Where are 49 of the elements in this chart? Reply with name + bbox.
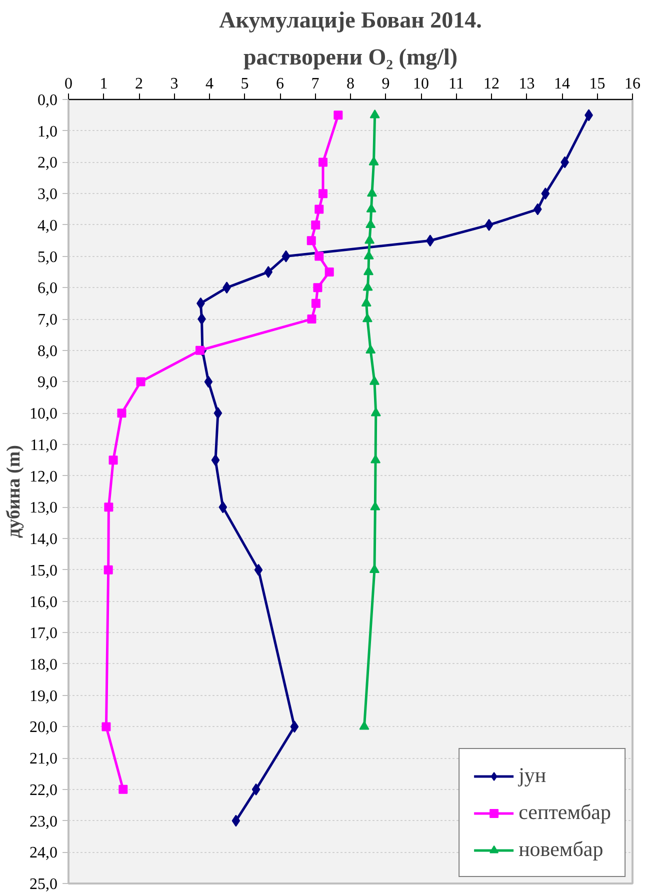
y-tick-label: 18,0 bbox=[30, 656, 58, 674]
x-tick-label: 11 bbox=[448, 76, 464, 92]
y-tick-label: 2,0 bbox=[38, 154, 58, 172]
x-tick-label: 0 bbox=[64, 76, 72, 92]
x-tick-label: 10 bbox=[413, 76, 429, 92]
y-tick-label: 19,0 bbox=[30, 688, 58, 705]
legend-label: јун bbox=[518, 763, 546, 788]
y-tick-label: 5,0 bbox=[38, 248, 58, 266]
x-tick-label: 15 bbox=[589, 76, 606, 92]
legend-label: септембар bbox=[518, 800, 611, 825]
y-tick-label: 17,0 bbox=[30, 625, 58, 642]
y-tick-label: 20,0 bbox=[30, 719, 58, 736]
y-tick-label: 0,0 bbox=[38, 92, 58, 109]
y-tick-label: 6,0 bbox=[38, 280, 58, 298]
x-tick-label: 8 bbox=[346, 76, 354, 92]
y-tick-label: 4,0 bbox=[38, 217, 58, 234]
x-tick-label: 3 bbox=[170, 76, 178, 92]
y-tick-label: 15,0 bbox=[30, 562, 58, 580]
y-tick-label: 3,0 bbox=[38, 186, 58, 204]
x-tick-label: 12 bbox=[484, 76, 500, 92]
x-tick-label: 7 bbox=[311, 76, 320, 92]
y-tick-label: 14,0 bbox=[30, 531, 58, 548]
y-tick-label: 13,0 bbox=[30, 500, 58, 517]
x-tick-label: 1 bbox=[100, 76, 108, 92]
y-tick-label: 12,0 bbox=[30, 468, 58, 486]
y-tick-label: 1,0 bbox=[38, 123, 58, 140]
legend-label: новембар bbox=[518, 837, 604, 862]
y-tick-label: 7,0 bbox=[38, 312, 58, 329]
y-tick-label: 11,0 bbox=[30, 436, 58, 454]
chart-subtitle: растворени O₂ (mg/l) bbox=[243, 44, 458, 70]
y-tick-label: 25,0 bbox=[30, 876, 58, 893]
y-tick-label: 23,0 bbox=[30, 813, 58, 830]
x-tick-label: 14 bbox=[554, 76, 570, 92]
y-tick-label: 21,0 bbox=[30, 750, 58, 768]
y-tick-label: 22,0 bbox=[30, 782, 58, 799]
x-tick-label: 5 bbox=[240, 76, 249, 92]
x-tick-label: 6 bbox=[276, 76, 284, 92]
y-tick-label: 8,0 bbox=[38, 342, 58, 360]
y-tick-label: 16,0 bbox=[30, 594, 58, 611]
y-tick-label: 24,0 bbox=[30, 844, 58, 862]
x-tick-label: 4 bbox=[206, 76, 214, 92]
chart-title: Акумулације Бован 2014. bbox=[219, 8, 482, 32]
x-tick-label: 9 bbox=[382, 76, 390, 92]
y-axis-title: дубина (m) bbox=[4, 444, 24, 538]
y-tick-label: 10,0 bbox=[30, 406, 58, 423]
x-tick-label: 2 bbox=[135, 76, 143, 92]
x-tick-label: 13 bbox=[518, 76, 535, 92]
x-tick-label: 16 bbox=[624, 76, 640, 92]
y-tick-label: 9,0 bbox=[38, 374, 58, 392]
